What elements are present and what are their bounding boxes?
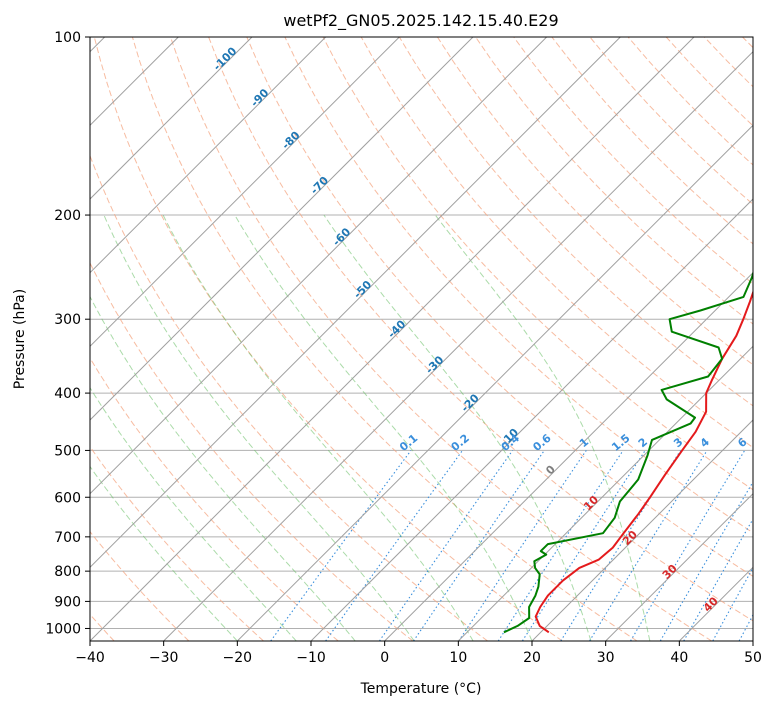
y-tick-label: 400	[54, 386, 81, 402]
dry-adiabat-line	[90, 445, 264, 641]
dewpoint-line	[503, 270, 753, 634]
x-tick-label: −30	[149, 650, 179, 666]
x-tick-label: 40	[670, 650, 688, 666]
x-tick-label: 30	[597, 650, 615, 666]
y-tick-label: 300	[54, 312, 81, 328]
y-tick-label: 500	[54, 443, 81, 459]
dry-adiabat-line	[90, 530, 190, 641]
x-tick-label: −10	[296, 650, 326, 666]
dry-adiabat-line	[170, 37, 712, 641]
dry-adiabat-line	[208, 37, 753, 622]
isotherm-line	[457, 345, 753, 641]
dry-adiabat-line	[131, 37, 638, 641]
y-tick-label: 1000	[45, 621, 81, 637]
dry-adiabat-line	[513, 37, 753, 285]
mixing-ratio-line	[497, 450, 624, 641]
y-axis-ticks: 100 200 300 400 500 600 700 800 900 1000	[45, 30, 90, 637]
moist-adiabat-line	[162, 214, 474, 641]
y-tick-label: 700	[54, 530, 81, 546]
x-axis-label: Temperature (°C)	[360, 681, 482, 697]
moist-adiabat-line	[90, 386, 297, 641]
plot-frame	[89, 36, 754, 642]
dry-adiabat-line	[93, 37, 563, 641]
isotherm-line	[90, 37, 695, 641]
moist-adiabat-line	[90, 465, 238, 641]
isotherm-line	[90, 37, 474, 421]
moist-adiabat-line	[90, 295, 356, 641]
moist-adiabat-line	[103, 214, 415, 641]
isotherm-line	[90, 37, 400, 348]
dry-adiabat-line	[284, 37, 753, 534]
isotherm-line	[605, 492, 753, 641]
moist-adiabat-line	[234, 214, 533, 641]
y-tick-label: 900	[54, 594, 81, 610]
isotherm-line	[90, 37, 548, 495]
mixing-ratio-line	[521, 450, 646, 641]
chart-title: wetPf2_GN05.2025.142.15.40.E29	[283, 11, 558, 31]
skewed-isotherms	[90, 37, 753, 641]
dry-adiabat-line	[436, 37, 753, 366]
isotherm-line	[163, 50, 753, 641]
mixing-ratio-line	[378, 450, 514, 641]
y-tick-label: 600	[54, 490, 81, 506]
y-axis-label: Pressure (hPa)	[12, 289, 28, 389]
x-tick-label: 50	[744, 650, 762, 666]
y-tick-label: 800	[54, 564, 81, 580]
isotherm-line	[90, 37, 253, 200]
y-tick-label: 200	[54, 208, 81, 224]
isotherm-line	[236, 124, 753, 641]
mixing-ratio-line	[458, 450, 587, 641]
mixing-ratio-line	[270, 450, 412, 641]
isotherm-line	[90, 37, 621, 569]
x-tick-label: −40	[75, 650, 105, 666]
dry-adiabat-line	[90, 357, 339, 641]
mixing-ratio-line	[413, 450, 545, 641]
x-tick-label: 20	[523, 650, 541, 666]
isotherm-line	[310, 198, 753, 641]
moist-adiabat-line	[434, 214, 651, 641]
x-axis-ticks: −40 −30 −20 −10 0 10 20 30 40 50	[75, 641, 762, 666]
profile-series	[503, 270, 753, 634]
y-tick-label: 100	[54, 30, 81, 46]
mixing-ratio-line	[325, 450, 463, 641]
x-tick-label: 0	[380, 650, 389, 666]
moist-adiabats	[90, 214, 651, 641]
dry-adiabat-line	[398, 37, 753, 407]
plot-area: -100-90-80-70-60-50-40-30-20-10010203040…	[90, 37, 753, 641]
dry-adiabat-line	[90, 154, 488, 641]
x-tick-label: 10	[449, 650, 467, 666]
moist-adiabat-line	[323, 214, 592, 641]
dry-adiabat-line	[360, 37, 753, 449]
isotherm-line	[384, 271, 753, 641]
x-tick-label: −20	[223, 650, 253, 666]
isotherm-line	[90, 37, 327, 274]
isotherm-line	[531, 419, 753, 641]
